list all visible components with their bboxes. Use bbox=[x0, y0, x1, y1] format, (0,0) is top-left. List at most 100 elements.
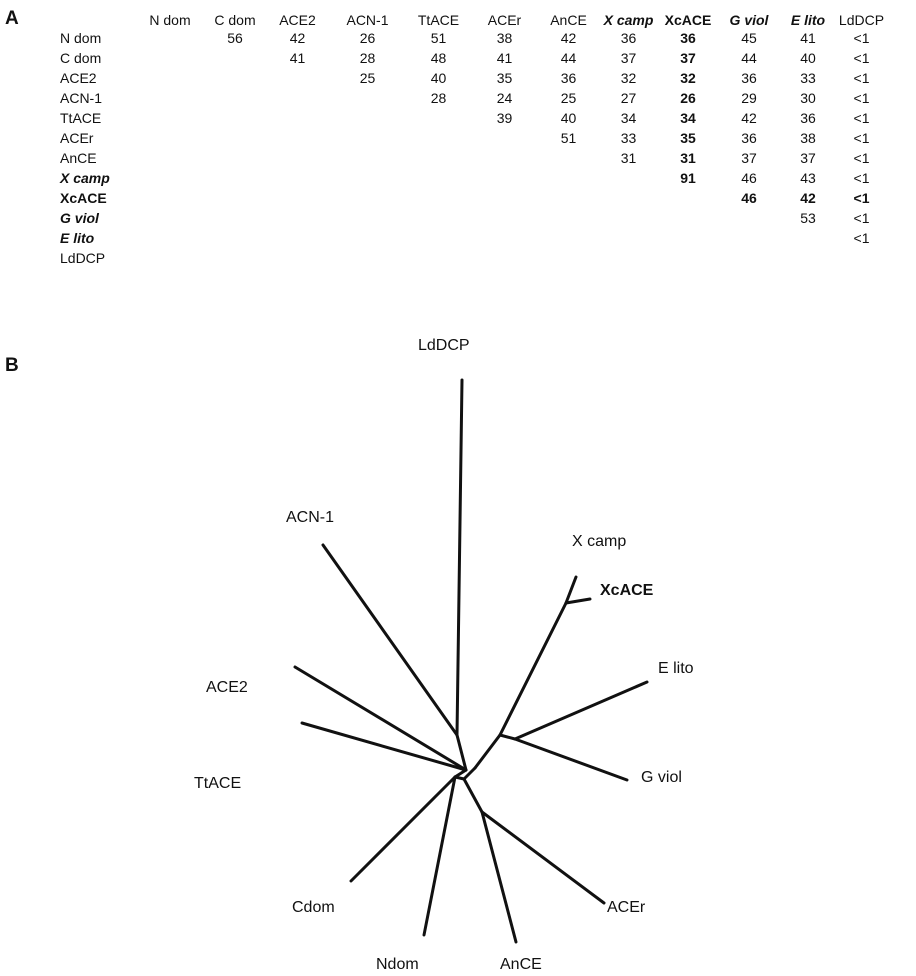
branch-elito bbox=[513, 680, 649, 741]
table-cell: 91 bbox=[680, 170, 696, 186]
column-header: N dom bbox=[149, 12, 191, 28]
table-cell: 30 bbox=[800, 90, 816, 106]
table-cell: 36 bbox=[800, 110, 816, 126]
table-cell: <1 bbox=[853, 90, 870, 106]
branch-inner-1 bbox=[455, 733, 468, 772]
table-cell: 37 bbox=[800, 150, 816, 166]
table-cell: 37 bbox=[620, 50, 637, 66]
table-cell: 35 bbox=[496, 70, 513, 86]
table-row: LdDCP bbox=[55, 248, 886, 268]
table-cell: 56 bbox=[227, 30, 243, 46]
table-cell: 41 bbox=[289, 50, 306, 66]
branch-inner-6 bbox=[473, 733, 502, 770]
table-cell: <1 bbox=[853, 70, 870, 86]
column-header: ACE2 bbox=[279, 12, 316, 28]
table-row: ACEr 51 33 35 36 38 <1 bbox=[55, 128, 886, 148]
table-cell: 46 bbox=[741, 170, 757, 186]
table-cell: 31 bbox=[620, 150, 637, 166]
branch-inner-5 bbox=[462, 777, 484, 814]
taxon-label-cdom: Cdom bbox=[292, 899, 335, 916]
table-cell: 48 bbox=[430, 50, 447, 66]
table-row: E lito <1 bbox=[55, 228, 886, 248]
taxon-label-acer: ACEr bbox=[607, 899, 646, 916]
branch-inner-4 bbox=[462, 766, 477, 781]
table-cell: 33 bbox=[800, 70, 816, 86]
table-cell: 45 bbox=[741, 30, 757, 46]
row-header: TtACE bbox=[60, 110, 102, 126]
row-header: C dom bbox=[60, 50, 102, 66]
table-cell: <1 bbox=[853, 130, 870, 146]
column-header: TtACE bbox=[417, 12, 460, 28]
table-cell: 25 bbox=[359, 70, 376, 86]
table-cell: 44 bbox=[741, 50, 757, 66]
table-cell: 28 bbox=[430, 90, 447, 106]
table-cell: 31 bbox=[680, 150, 696, 166]
table-cell: 28 bbox=[359, 50, 376, 66]
table-cell: 51 bbox=[430, 30, 447, 46]
branch-xcamp bbox=[564, 575, 578, 605]
table-cell: 32 bbox=[620, 70, 637, 86]
table-cell: 40 bbox=[430, 70, 447, 86]
table-cell: 29 bbox=[741, 90, 757, 106]
row-header: N dom bbox=[60, 30, 102, 46]
taxon-label-xcamp: X camp bbox=[572, 533, 626, 550]
branch-inner-2 bbox=[453, 768, 468, 779]
column-header: G viol bbox=[729, 12, 769, 28]
table-cell: 36 bbox=[620, 30, 637, 46]
column-header: C dom bbox=[214, 12, 256, 28]
taxon-label-ance: AnCE bbox=[500, 956, 542, 973]
table-cell: 42 bbox=[800, 190, 816, 206]
column-header: XcACE bbox=[664, 12, 712, 28]
table-row: TtACE 39 40 34 34 42 36 <1 bbox=[55, 108, 886, 128]
column-header: ACN-1 bbox=[346, 12, 389, 28]
table-cell: 37 bbox=[741, 150, 757, 166]
row-header: LdDCP bbox=[60, 250, 106, 266]
row-header: G viol bbox=[60, 210, 99, 226]
table-cell: 42 bbox=[560, 30, 577, 46]
table-cell: 39 bbox=[496, 110, 513, 126]
tree-labels: LdDCP ACN-1 X camp XcACE E lito ACE2 G v… bbox=[194, 337, 694, 973]
table-cell: <1 bbox=[853, 150, 870, 166]
branch-ndom bbox=[422, 775, 457, 937]
table-body: N dom 56 42 26 51 38 42 36 36 45 41 <1 C dom 41 28 48 41… bbox=[55, 28, 886, 268]
table-header-row: N dom C dom ACE2 ACN-1 TtACE ACEr AnCE X camp Xc… bbox=[55, 8, 886, 28]
branch-xcamp-group bbox=[498, 601, 568, 737]
table-cell: 38 bbox=[496, 30, 513, 46]
table-cell: <1 bbox=[853, 190, 870, 206]
table-cell: <1 bbox=[853, 30, 870, 46]
row-header: X camp bbox=[60, 170, 110, 186]
table-row: ACE2 25 40 35 36 32 32 36 33 <1 bbox=[55, 68, 886, 88]
branch-inner-3 bbox=[453, 775, 466, 781]
column-header: E lito bbox=[790, 12, 826, 28]
branch-lddcp bbox=[455, 378, 464, 737]
branch-acn1 bbox=[321, 543, 459, 737]
panel-a-label: A bbox=[5, 8, 19, 29]
table-cell: 36 bbox=[741, 130, 757, 146]
taxon-label-elito: E lito bbox=[658, 660, 694, 677]
table-cell: 42 bbox=[741, 110, 757, 126]
table-cell: 46 bbox=[741, 190, 757, 206]
table-cell: <1 bbox=[853, 210, 870, 226]
branch-ttace bbox=[300, 721, 468, 772]
table-cell: <1 bbox=[853, 50, 870, 66]
table-row: X camp 91 46 43 <1 bbox=[55, 168, 886, 188]
table-row: ACN-1 28 24 25 27 26 29 30 <1 bbox=[55, 88, 886, 108]
table-cell: 26 bbox=[359, 30, 376, 46]
identity-matrix-table: N dom C dom ACE2 ACN-1 TtACE ACEr AnCE X camp Xc… bbox=[55, 8, 886, 268]
branch-inner-7 bbox=[498, 733, 517, 741]
taxon-label-ace2: ACE2 bbox=[206, 679, 248, 696]
table-cell: 34 bbox=[680, 110, 696, 126]
table-cell: 53 bbox=[800, 210, 816, 226]
table-cell: 26 bbox=[680, 90, 696, 106]
branch-cdom bbox=[349, 775, 457, 883]
branch-ace2 bbox=[293, 665, 468, 772]
row-header: XcACE bbox=[60, 190, 107, 206]
taxon-label-ttace: TtACE bbox=[194, 775, 241, 792]
branch-acer bbox=[480, 810, 606, 905]
column-header: X camp bbox=[603, 12, 654, 28]
table-row: C dom 41 28 48 41 44 37 37 44 40 <1 bbox=[55, 48, 886, 68]
table-cell: 40 bbox=[560, 110, 577, 126]
column-header: ACEr bbox=[487, 12, 522, 28]
table-cell: 41 bbox=[800, 30, 816, 46]
taxon-label-gviol: G viol bbox=[641, 769, 682, 786]
